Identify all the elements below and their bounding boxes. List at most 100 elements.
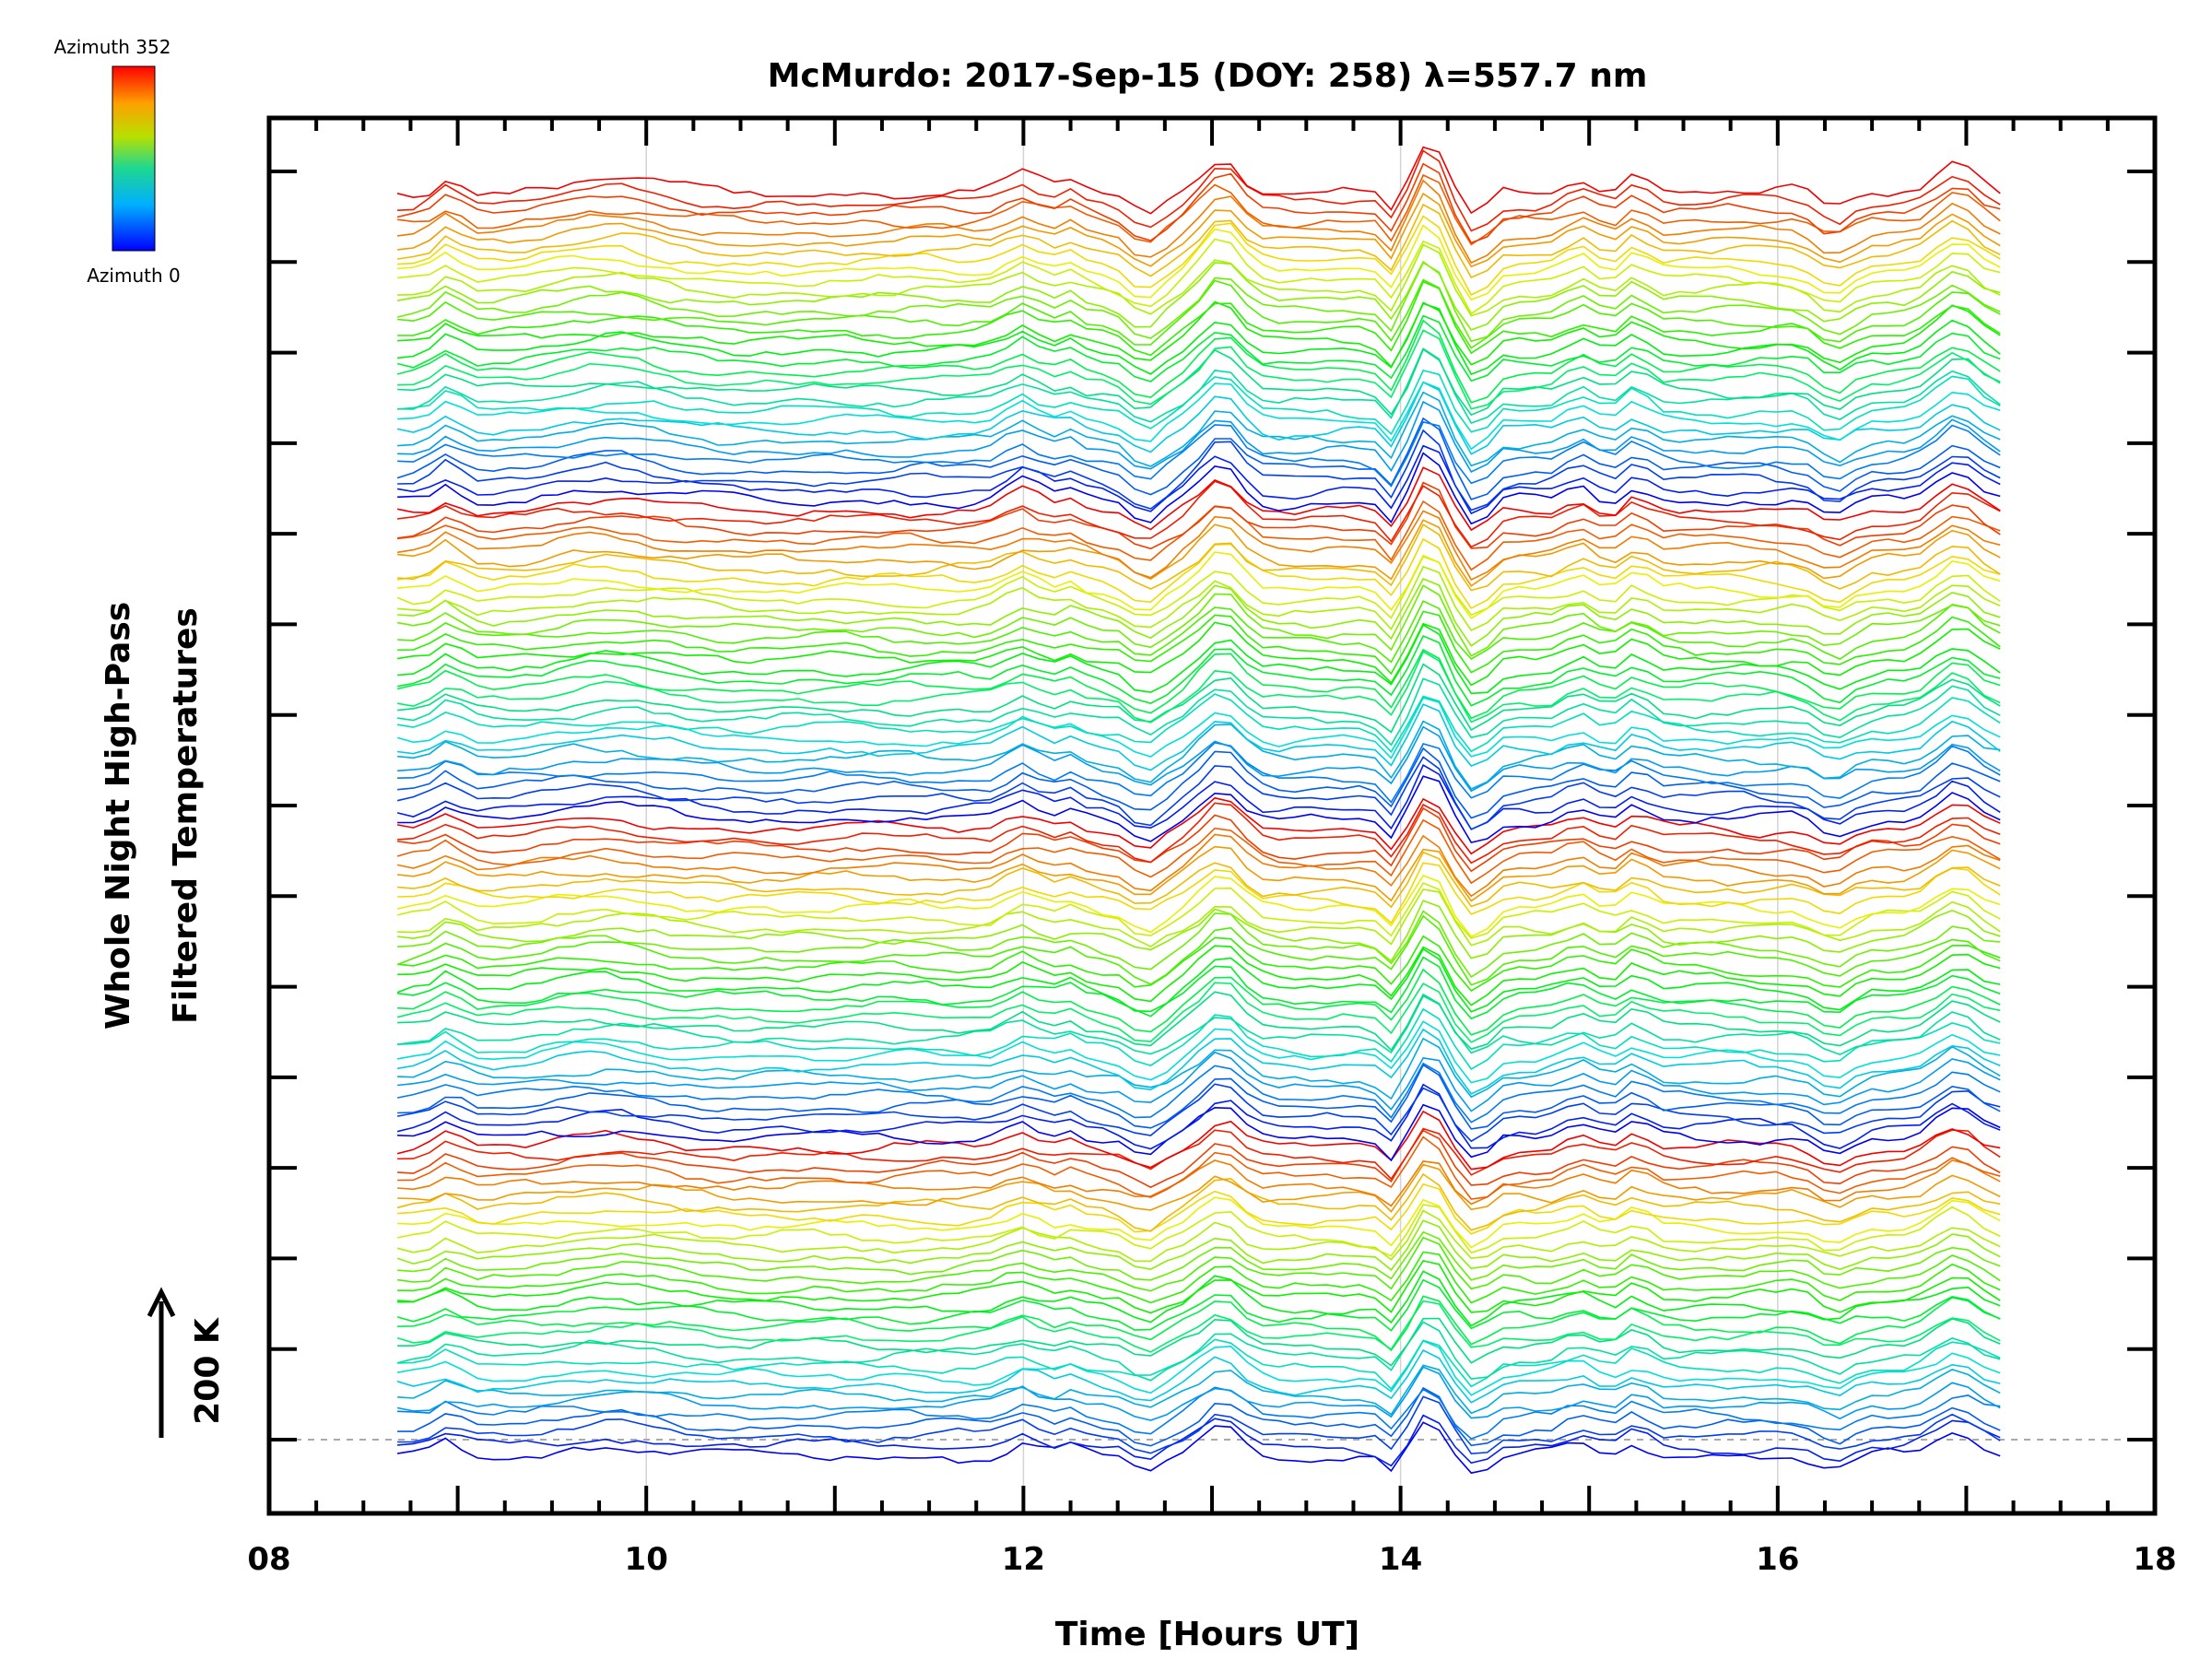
trace-line <box>397 519 2001 587</box>
trace-line <box>397 888 2001 947</box>
trace-line <box>397 1064 2001 1130</box>
trace-line <box>397 935 2001 993</box>
trace-line <box>396 697 2001 759</box>
trace-line <box>396 756 2001 830</box>
trace-line <box>397 1364 2001 1416</box>
trace-line <box>396 634 2001 707</box>
trace-line <box>396 650 2001 724</box>
trace-line <box>397 1196 2001 1249</box>
trace-line <box>397 347 2001 424</box>
trace-line <box>397 302 2001 376</box>
trace-line <box>396 481 2001 550</box>
trace-line <box>397 845 2001 902</box>
trace-line <box>397 329 2001 410</box>
trace-line <box>397 1338 2001 1391</box>
x-tick-label-16: 16 <box>1756 1541 1799 1578</box>
trace-line <box>396 900 2001 962</box>
x-axis-label: Time [Hours UT] <box>1055 1616 1359 1653</box>
trace-line <box>397 429 2001 512</box>
colorbar-top-label: Azimuth 352 <box>54 36 171 58</box>
trace-line <box>397 215 2001 296</box>
scale-bar-label: 200 K <box>189 1317 227 1425</box>
trace-line <box>397 623 2001 695</box>
trace-line <box>396 1204 2001 1257</box>
trace-line <box>396 1219 2001 1271</box>
trace-line <box>397 862 2001 924</box>
trace-line <box>396 260 2001 331</box>
trace-line <box>396 1300 2001 1353</box>
trace-line <box>397 1103 2001 1162</box>
trace-series <box>396 146 2001 1475</box>
trace-line <box>397 851 2001 909</box>
trace-line <box>396 1339 2001 1396</box>
trace-line <box>397 945 2001 1006</box>
trace-line <box>396 956 2001 1020</box>
trace-line <box>397 1395 2001 1455</box>
colorbar <box>112 65 156 252</box>
trace-line <box>396 261 2001 343</box>
trace-line <box>397 610 2001 676</box>
trace-line <box>396 1028 2001 1095</box>
y-axis-ticks <box>269 170 2155 1441</box>
trace-line <box>396 1020 2001 1084</box>
trace-line <box>396 693 2001 754</box>
trace-line <box>397 968 2001 1036</box>
trace-line <box>397 192 2001 268</box>
trace-line <box>397 1259 2001 1314</box>
trace-line <box>397 1051 2001 1112</box>
trace-line <box>397 565 2001 632</box>
x-tick-label-14: 14 <box>1379 1541 1422 1578</box>
trace-line <box>396 982 2001 1043</box>
trace-line <box>397 452 2001 525</box>
x-tick-label-18: 18 <box>2133 1541 2176 1578</box>
trace-line <box>396 677 2001 747</box>
trace-line <box>397 551 2001 619</box>
trace-line <box>397 1414 2001 1467</box>
trace-line <box>396 914 2001 986</box>
trace-line <box>396 947 2001 1013</box>
trace-line <box>397 1270 2001 1327</box>
trace-line <box>397 524 2001 592</box>
trace-line <box>397 720 2001 790</box>
trace-line <box>397 381 2001 451</box>
trace-line <box>397 369 2001 436</box>
trace-line <box>396 203 2001 279</box>
trace-line <box>396 314 2001 382</box>
trace-line <box>397 663 2001 734</box>
trace-line <box>397 400 2001 473</box>
trace-line <box>396 1110 2001 1171</box>
trace-line <box>396 994 2001 1055</box>
trace-line <box>396 833 2001 898</box>
trace-line <box>397 1037 2001 1100</box>
trace-line <box>397 1251 2001 1304</box>
trace-line <box>397 1182 2001 1235</box>
x-tick-label-08: 08 <box>247 1541 290 1578</box>
trace-line <box>397 391 2001 467</box>
trace-line <box>397 480 2001 548</box>
trace-line <box>397 243 2001 317</box>
trace-line <box>396 537 2001 609</box>
trace-line <box>396 444 2001 515</box>
trace-line <box>397 1163 2001 1213</box>
trace-line <box>396 1366 2001 1421</box>
trace-line <box>396 806 2001 873</box>
trace-line <box>396 818 2001 885</box>
trace-line <box>397 991 2001 1052</box>
trace-line <box>397 1386 2001 1440</box>
trace-line <box>396 381 2001 455</box>
trace-line <box>397 1129 2001 1189</box>
trace-line <box>396 1278 2001 1332</box>
x-axis-ticks <box>314 118 2110 1513</box>
trace-line <box>397 300 2001 369</box>
trace-line <box>397 1386 2001 1447</box>
trace-line <box>396 162 2001 244</box>
trace-line <box>396 1348 2001 1404</box>
chart-title: McMurdo: 2017-Sep-15 (DOY: 258) λ=557.7 … <box>768 57 1648 95</box>
trace-line <box>396 764 2001 830</box>
trace-line <box>396 146 2001 215</box>
trace-line <box>397 910 2001 978</box>
trace-line <box>397 775 2001 844</box>
trace-line <box>396 1236 2001 1292</box>
trace-line <box>396 179 2001 265</box>
